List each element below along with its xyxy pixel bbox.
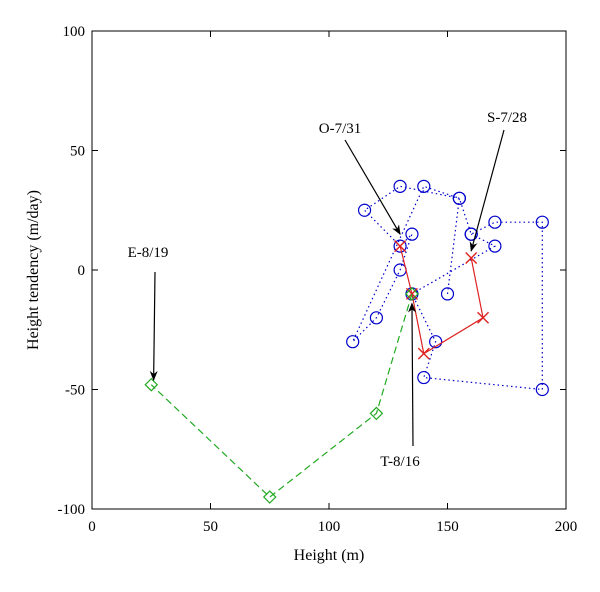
x-tick-label: 150 [436, 519, 459, 535]
plot-frame [91, 30, 567, 510]
circle-marker [357, 203, 372, 217]
x-tick-label: 100 [318, 519, 341, 535]
y-tick-label: 100 [63, 24, 86, 40]
x-marker [417, 347, 430, 360]
x-axis-title: Height (m) [294, 547, 365, 564]
circle-marker [393, 239, 407, 253]
annotation-arrow [344, 139, 401, 236]
x-tick-label: 200 [555, 519, 578, 535]
circle-marker [452, 191, 466, 205]
annotations: O-7/31 S-7/28 E-8/19 T-8/16 [128, 110, 527, 470]
circle-marker [393, 179, 407, 193]
x-marker [465, 252, 478, 265]
circle-marker [488, 239, 502, 253]
plot-area [144, 179, 549, 504]
circle-marker [440, 287, 455, 301]
diamond-marker [262, 490, 277, 504]
circle-marker [535, 382, 549, 397]
annotation-arrow [149, 271, 158, 381]
series-3-line [150, 293, 413, 498]
annotation-label: E-8/19 [128, 245, 169, 261]
annotation-label: T-8/16 [380, 454, 420, 470]
y-tick-label: 0 [78, 263, 86, 279]
circle-marker [417, 370, 431, 385]
y-tick-label: -100 [58, 502, 86, 518]
x-marker [394, 240, 407, 253]
diamond-marker [405, 287, 419, 301]
x-tick-label: 0 [88, 519, 96, 535]
x-marker [477, 311, 490, 324]
axis-ticks: 0 50 100 150 200 -100 -50 0 50 100 [58, 24, 578, 535]
annotation-label: O-7/31 [319, 121, 362, 137]
circle-marker [535, 215, 549, 229]
circle-marker [346, 335, 360, 349]
x-tick-label: 50 [203, 519, 218, 535]
diamond-marker [144, 377, 159, 392]
annotation-arrow [469, 129, 505, 252]
circle-marker [405, 227, 419, 241]
diamond-marker [369, 406, 384, 421]
y-axis-title: Height tendency (m/day) [25, 190, 42, 350]
y-tick-label: 50 [70, 144, 85, 160]
circle-marker [429, 335, 443, 349]
circle-marker [417, 179, 431, 193]
circle-marker [464, 227, 478, 241]
circle-marker [369, 311, 383, 325]
annotation-arrow [408, 302, 417, 447]
circle-marker [488, 215, 502, 229]
annotation-label: S-7/28 [487, 110, 527, 126]
y-tick-label: -50 [65, 383, 85, 399]
